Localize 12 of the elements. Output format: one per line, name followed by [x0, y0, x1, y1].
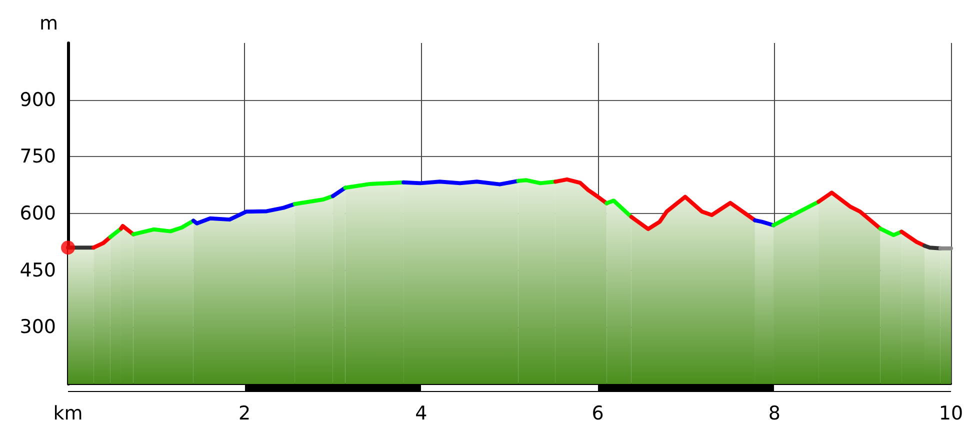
x-tick-label: 10	[938, 402, 964, 424]
x-tick-label: 8	[768, 402, 780, 424]
y-tick-label: 300	[20, 316, 56, 338]
y-axis-title: m	[39, 12, 58, 34]
y-tick-label: 750	[20, 146, 56, 168]
y-tick-label: 900	[20, 88, 56, 111]
x-tick-label: 4	[415, 402, 428, 424]
y-tick-label: 450	[20, 259, 56, 282]
x-tick-label: km	[53, 402, 83, 424]
x-tick-label: 6	[592, 402, 604, 424]
y-tick-label: 600	[20, 202, 56, 224]
x-tick-label: 2	[238, 402, 251, 424]
